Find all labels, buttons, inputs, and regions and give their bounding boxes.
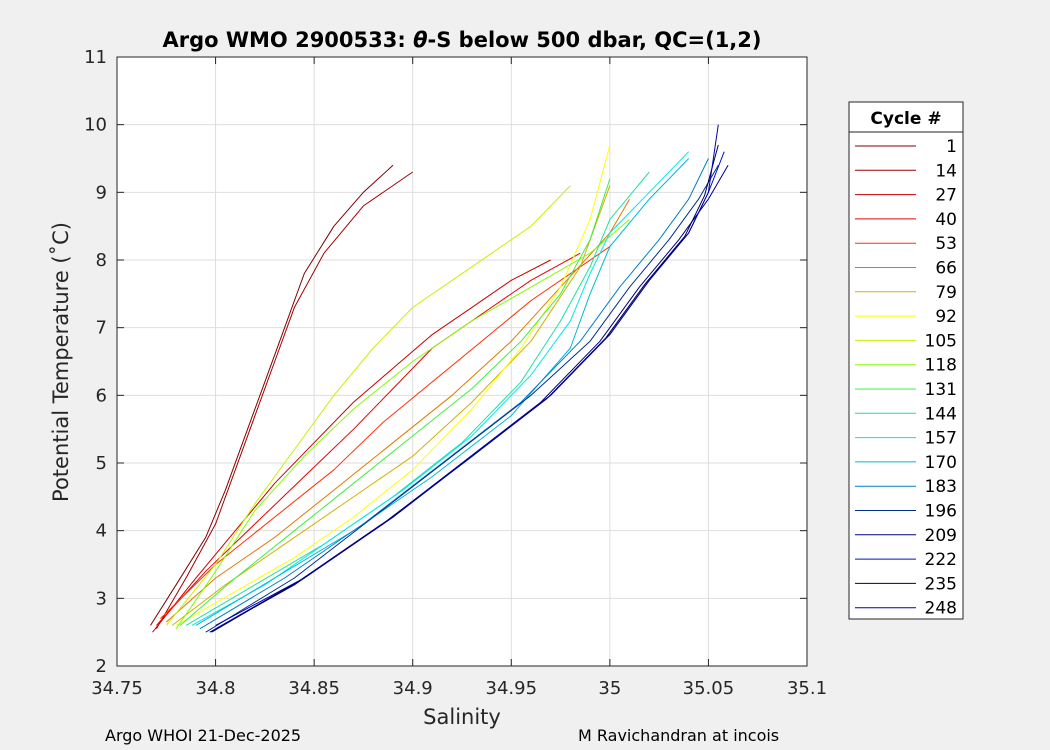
series-line-cycle-66 xyxy=(165,198,631,623)
plot-frame xyxy=(116,56,808,667)
legend-entry-label: 27 xyxy=(935,186,957,206)
legend-entry-label: 131 xyxy=(925,380,957,400)
series-line-cycle-196 xyxy=(205,165,719,633)
series-line-cycle-1 xyxy=(150,164,394,626)
y-tick-label: 6 xyxy=(96,385,107,406)
series-line-cycle-183 xyxy=(199,158,709,630)
legend-entry-label: 222 xyxy=(925,550,957,570)
legend-entry-label: 209 xyxy=(925,526,957,546)
y-axis-label: Potential Temperature (˚C) xyxy=(49,222,73,502)
series-line-cycle-144 xyxy=(185,171,650,626)
x-tick-label: 34.8 xyxy=(196,678,236,699)
y-tick-label: 3 xyxy=(96,588,107,609)
series-line-cycle-79 xyxy=(171,185,611,626)
legend-entry-label: 183 xyxy=(925,477,957,497)
legend-entry-label: 118 xyxy=(925,356,957,376)
x-tick-label: 34.95 xyxy=(486,678,538,699)
legend-entry-label: 53 xyxy=(935,234,957,254)
x-tick-label: 34.9 xyxy=(393,678,433,699)
legend-entry-label: 14 xyxy=(935,161,957,181)
legend-entries: 1 14 27 40 53 66 79 92 105 118 131 144 157 170 183 196 2… xyxy=(855,137,957,619)
legend-entry-label: 235 xyxy=(925,574,957,594)
series-line-cycle-14 xyxy=(155,171,413,630)
series-line-cycle-157 xyxy=(191,151,690,626)
legend-entry-label: 40 xyxy=(935,210,957,230)
y-tick-label: 10 xyxy=(84,115,107,136)
series-lines xyxy=(150,124,729,633)
x-axis-label: Salinity xyxy=(423,705,501,729)
legend-entry-label: 170 xyxy=(925,453,957,473)
legend-entry-label: 79 xyxy=(935,283,957,303)
footer-right: M Ravichandran at incois xyxy=(578,726,779,745)
y-tick-label: 2 xyxy=(96,656,107,677)
series-line-cycle-27 xyxy=(152,259,551,633)
chart-title: Argo WMO 2900533: θ-S below 500 dbar, QC… xyxy=(162,28,761,52)
x-tick-label: 35.1 xyxy=(787,678,827,699)
y-tick-label: 8 xyxy=(96,250,107,271)
x-tick-label: 35 xyxy=(598,678,621,699)
legend-entry-label: 105 xyxy=(925,331,957,351)
x-tick-label: 34.75 xyxy=(91,678,143,699)
y-tick-label: 4 xyxy=(96,521,107,542)
series-line-cycle-131 xyxy=(179,178,611,626)
legend-entry-label: 92 xyxy=(935,307,957,327)
axis-ticks: 34.75 34.8 34.85 34.9 34.95 35 35.05 35.1 2 3 4 5 6 7… xyxy=(84,47,827,699)
y-tick-label: 7 xyxy=(96,318,107,339)
series-line-cycle-92 xyxy=(175,144,611,626)
y-tick-label: 11 xyxy=(84,47,107,68)
y-tick-label: 9 xyxy=(96,182,107,203)
legend-entry-label: 144 xyxy=(925,404,957,424)
legend-entry-label: 196 xyxy=(925,502,957,522)
x-tick-label: 35.05 xyxy=(683,678,735,699)
plot-area xyxy=(117,57,807,666)
legend-entry-label: 66 xyxy=(935,259,957,279)
legend-title: Cycle # xyxy=(870,109,941,129)
series-line-cycle-118 xyxy=(175,219,630,630)
legend-box xyxy=(848,101,964,620)
legend-entry-label: 1 xyxy=(946,137,957,157)
y-tick-label: 5 xyxy=(96,453,107,474)
footer-left: Argo WHOI 21-Dec-2025 xyxy=(105,726,301,745)
legend-entry-label: 248 xyxy=(925,599,957,619)
series-line-cycle-105 xyxy=(165,185,571,626)
legend-entry-label: 157 xyxy=(925,429,957,449)
x-tick-label: 34.85 xyxy=(288,678,340,699)
series-line-cycle-248 xyxy=(215,124,719,626)
series-line-cycle-53 xyxy=(160,246,611,619)
legend: Cycle # 1 14 27 40 53 66 79 92 105 118 131 144 157 17… xyxy=(848,101,964,620)
